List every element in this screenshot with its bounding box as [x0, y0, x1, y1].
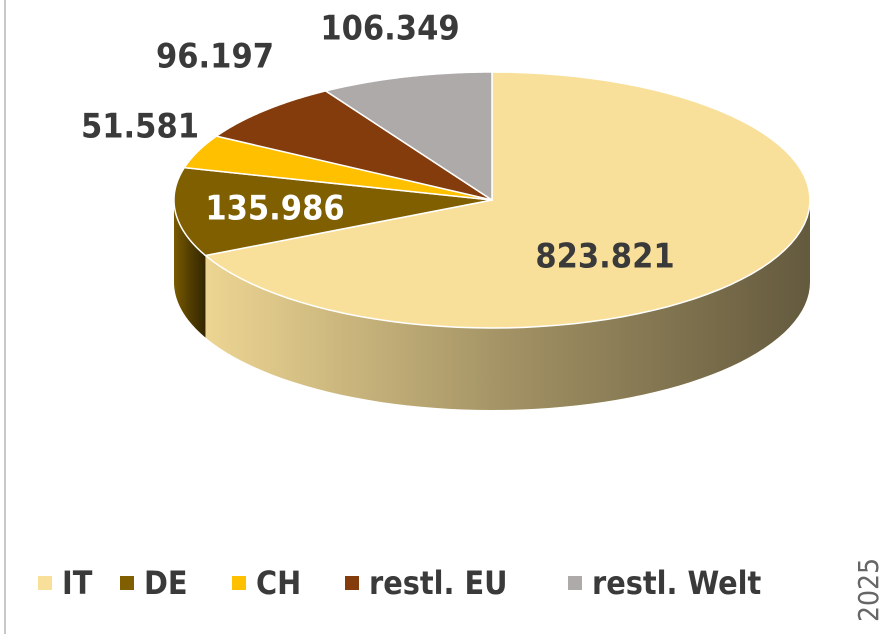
legend: IT DE CH restl. EU restl. Welt [38, 564, 761, 602]
data-label: 96.197 [156, 37, 274, 77]
legend-swatch [38, 576, 52, 590]
labels: 823.821 135.986 51.581 96.197 106.349 [81, 9, 675, 277]
year-label: 2025 [852, 558, 884, 622]
legend-swatch [345, 576, 359, 590]
data-label: 106.349 [320, 9, 459, 49]
slice-side-shade [174, 200, 206, 338]
slice-side-shade [205, 200, 810, 410]
legend-swatch [120, 576, 134, 590]
legend-swatch [568, 576, 582, 590]
data-label: 135.986 [205, 189, 344, 229]
legend-label: IT [62, 564, 93, 602]
legend-label: restl. Welt [592, 564, 761, 602]
legend-label: restl. EU [369, 564, 508, 602]
slice [183, 135, 493, 201]
legend-label: CH [256, 564, 301, 602]
data-label: 823.821 [535, 237, 674, 277]
data-label: 51.581 [81, 107, 199, 147]
legend-label: DE [144, 564, 188, 602]
slice [214, 90, 493, 201]
slice [323, 71, 493, 202]
pie [173, 71, 811, 410]
slice [173, 166, 493, 257]
legend-swatch [232, 576, 246, 590]
slice [203, 71, 811, 329]
